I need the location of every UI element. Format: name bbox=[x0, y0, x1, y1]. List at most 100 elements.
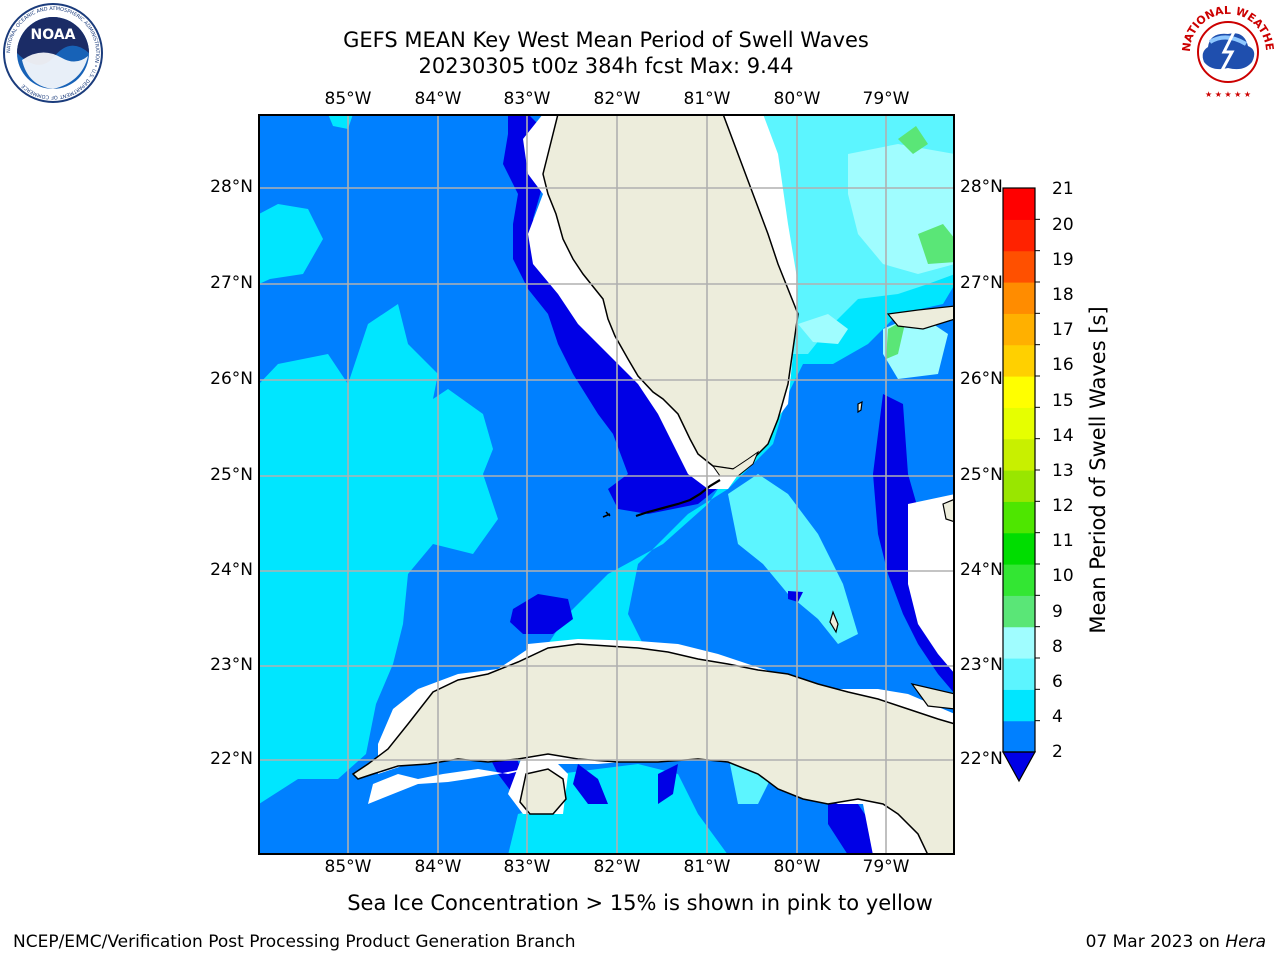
lat-label-right: 23°N bbox=[960, 655, 1003, 675]
lon-label-bottom: 80°W bbox=[773, 857, 821, 877]
swell-band-4-6 bbox=[259, 204, 498, 804]
lat-label-left: 24°N bbox=[210, 560, 253, 580]
florida-keys bbox=[635, 479, 721, 518]
swell-band-9-10 bbox=[898, 126, 928, 154]
lat-label-left: 28°N bbox=[210, 177, 253, 197]
colorbar-tick-label: 2 bbox=[1052, 742, 1063, 762]
swell-band-4-6 bbox=[508, 804, 558, 854]
map-frame bbox=[258, 114, 955, 855]
colorbar-tick-label: 17 bbox=[1052, 320, 1074, 340]
colorbar-tick-label: 6 bbox=[1052, 672, 1063, 692]
svg-text:★ ★ ★ ★ ★: ★ ★ ★ ★ ★ bbox=[1205, 90, 1251, 99]
colorbar-band bbox=[1003, 658, 1035, 690]
lon-label-top: 80°W bbox=[773, 89, 821, 109]
colorbar-band bbox=[1003, 532, 1035, 565]
lon-label-top: 82°W bbox=[593, 89, 641, 109]
lat-label-left: 22°N bbox=[210, 749, 253, 769]
lat-label-right: 28°N bbox=[960, 177, 1003, 197]
missing-data-area bbox=[908, 494, 954, 673]
lon-label-bottom: 81°W bbox=[683, 857, 731, 877]
swell-band-under-2 bbox=[658, 764, 678, 804]
machine-name: Hera bbox=[1225, 932, 1266, 952]
lat-label-right: 25°N bbox=[960, 465, 1003, 485]
colorbar-band bbox=[1003, 250, 1035, 283]
swell-band-6-8 bbox=[728, 474, 858, 644]
swell-band-under-2 bbox=[788, 591, 803, 602]
colorbar-band bbox=[1003, 376, 1035, 408]
colorbar-tick-label: 20 bbox=[1052, 215, 1074, 235]
colorbar-band bbox=[1003, 188, 1035, 220]
swell-band-4-6 bbox=[259, 374, 306, 464]
lon-label-top: 81°W bbox=[683, 89, 731, 109]
bahamas-island bbox=[829, 610, 839, 634]
swell-band-under-2 bbox=[828, 794, 883, 854]
colorbar bbox=[1001, 187, 1040, 783]
chart-title-line1: GEFS MEAN Key West Mean Period of Swell … bbox=[343, 28, 869, 52]
lon-label-bottom: 84°W bbox=[414, 857, 462, 877]
lon-label-bottom: 79°W bbox=[862, 857, 910, 877]
nws-logo: NATIONAL WEATHER SERVICE ★ ★ ★ ★ ★ bbox=[1178, 2, 1276, 100]
map-gridlines bbox=[259, 115, 954, 854]
bahamas-island bbox=[857, 400, 863, 414]
dry-tortugas bbox=[602, 511, 611, 518]
colorbar-tick-label: 21 bbox=[1052, 179, 1074, 199]
colorbar-band bbox=[1003, 438, 1035, 471]
lat-label-left: 25°N bbox=[210, 465, 253, 485]
colorbar-band bbox=[1003, 344, 1035, 377]
colorbar-band bbox=[1003, 626, 1035, 659]
colorbar-bands bbox=[1003, 188, 1040, 753]
colorbar-tick-label: 8 bbox=[1052, 637, 1063, 657]
cuba-landmass bbox=[351, 643, 954, 854]
lon-label-top: 85°W bbox=[324, 89, 372, 109]
colorbar-tick-label: 11 bbox=[1052, 531, 1074, 551]
bahamas-island bbox=[886, 305, 954, 330]
noaa-wordmark: NOAA bbox=[31, 27, 76, 43]
bahamas-island bbox=[910, 683, 954, 710]
lat-label-left: 26°N bbox=[210, 369, 253, 389]
chart-title-line2: 20230305 t00z 384h fcst Max: 9.44 bbox=[418, 54, 794, 78]
colorbar-tick-label: 12 bbox=[1052, 496, 1074, 516]
lat-label-right: 24°N bbox=[960, 560, 1003, 580]
lon-label-bottom: 83°W bbox=[503, 857, 551, 877]
colorbar-tick-label: 15 bbox=[1052, 391, 1074, 411]
swell-band-9-10 bbox=[918, 224, 954, 264]
lat-label-left: 23°N bbox=[210, 655, 253, 675]
lat-label-right: 22°N bbox=[960, 749, 1003, 769]
lon-label-bottom: 82°W bbox=[593, 857, 641, 877]
colorbar-tick-label: 19 bbox=[1052, 250, 1074, 270]
colorbar-tick-label: 14 bbox=[1052, 426, 1074, 446]
swell-band-9-10 bbox=[886, 319, 906, 359]
swell-band-under-2 bbox=[510, 594, 573, 634]
colorbar-band bbox=[1003, 407, 1035, 440]
colorbar-band bbox=[1003, 501, 1035, 534]
bahamas-island bbox=[942, 498, 954, 523]
swell-band-under-2 bbox=[573, 764, 608, 804]
colorbar-tick-label: 10 bbox=[1052, 566, 1074, 586]
colorbar-band bbox=[1003, 470, 1035, 502]
colorbar-band bbox=[1003, 219, 1035, 252]
colorbar-band bbox=[1003, 282, 1035, 314]
swell-band-4-6 bbox=[328, 115, 353, 129]
colorbar-band bbox=[1003, 720, 1035, 753]
generation-date: 07 Mar 2023 on Hera bbox=[1086, 932, 1266, 952]
sea-ice-note: Sea Ice Concentration > 15% is shown in … bbox=[347, 891, 933, 915]
noaa-logo: NOAA NATIONAL OCEANIC AND ATMOSPHERIC AD… bbox=[3, 3, 103, 103]
colorbar-label: Mean Period of Swell Waves [s] bbox=[1086, 306, 1110, 634]
colorbar-tick-label: 4 bbox=[1052, 707, 1063, 727]
lat-label-left: 27°N bbox=[210, 273, 253, 293]
lat-label-right: 26°N bbox=[960, 369, 1003, 389]
swell-band-8-9 bbox=[798, 314, 848, 344]
generation-date-text: 07 Mar 2023 on bbox=[1085, 932, 1226, 952]
lat-label-right: 27°N bbox=[960, 273, 1003, 293]
colorbar-frame bbox=[1002, 187, 1036, 753]
isle-of-youth bbox=[519, 768, 567, 815]
colorbar-tick-label: 16 bbox=[1052, 355, 1074, 375]
colorbar-tick-label: 9 bbox=[1052, 602, 1063, 622]
colorbar-band bbox=[1003, 595, 1035, 628]
lon-label-top: 84°W bbox=[414, 89, 462, 109]
lon-label-bottom: 85°W bbox=[324, 857, 372, 877]
colorbar-tick-label: 18 bbox=[1052, 285, 1074, 305]
swell-period-map bbox=[258, 114, 955, 855]
colorbar-tick-label: 13 bbox=[1052, 461, 1074, 481]
colorbar-band bbox=[1003, 564, 1035, 596]
